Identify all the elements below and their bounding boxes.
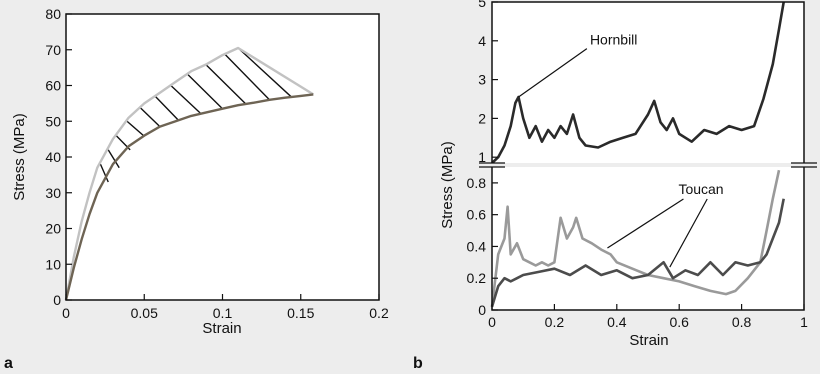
panel-b-x-tick-label-5: 1	[800, 314, 808, 330]
annotation-hornbill-label: Hornbill	[590, 32, 637, 48]
annotation-hornbill-leader-0	[518, 48, 588, 98]
panel-b-annotations: Hornbill Toucan	[518, 32, 724, 268]
panel-a-series-0	[64, 46, 314, 301]
panel-b-upper-y-tick-label-2: 3	[478, 72, 486, 88]
hatch-line-6	[170, 84, 202, 114]
panel-b-data	[490, 1, 785, 308]
axis-break-gap	[476, 163, 820, 167]
panel-b-lower-y-tick-label-4: 0.8	[467, 175, 487, 191]
panel-a-ticks: 0 0.05 0.1 0.15 0.2 0 10 20 30 40 50 60 70 80	[45, 6, 389, 321]
panel-a-y-tick-label-5: 50	[45, 113, 61, 129]
hatch-line-0	[99, 163, 109, 183]
panel-a-y-tick-label-7: 70	[45, 42, 61, 58]
panel-b-lower-frame	[491, 167, 805, 311]
panel-a-letter: a	[4, 355, 13, 372]
panel-b-x-tick-label-0: 0	[488, 314, 496, 330]
panel-a-series-1	[64, 93, 314, 301]
panel-a-x-tick-label-3: 0.15	[287, 305, 314, 321]
panel-a-x-tick-label-1: 0.05	[131, 305, 158, 321]
panel-a-x-tick-label-2: 0.1	[213, 305, 233, 321]
panel-a-y-tick-label-8: 80	[45, 6, 61, 22]
panel-a-y-axis-label: Stress (MPa)	[11, 113, 28, 201]
panel-a-data	[64, 46, 314, 301]
hatch-line-9	[223, 52, 270, 101]
annotation-toucan-label: Toucan	[678, 181, 723, 197]
panel-b-upper-y-tick-label-1: 2	[478, 110, 486, 126]
panel-a-x-tick-label-4: 0.2	[369, 305, 389, 321]
panel-b-x-axis-label: Strain	[629, 332, 668, 349]
panel-b-upper-y-tick-label-0: 1	[478, 149, 486, 165]
panel-a-y-tick-label-1: 10	[45, 256, 61, 272]
panel-a-y-tick-label-3: 30	[45, 185, 61, 201]
panel-b-upper-y-tick-label-3: 4	[478, 33, 486, 49]
panel-b-upper-frame	[491, 1, 805, 163]
panel-b-ticks: 0 0.2 0.4 0.6 0.8 1 1 2 3 4 5 0 0.2 0.4 0.6 0.8	[467, 0, 809, 330]
panel-b-letter: b	[413, 355, 423, 372]
panel-b-lower-y-tick-label-1: 0.2	[467, 270, 487, 286]
hatch-line-8	[204, 63, 247, 105]
panel-a-y-tick-label-6: 60	[45, 78, 61, 94]
panel-b-upper-y-tick-label-4: 5	[478, 0, 486, 10]
panel-a-y-tick-label-4: 40	[45, 149, 61, 165]
panel-b: 0 0.2 0.4 0.6 0.8 1 1 2 3 4 5 0 0.2 0.4 0.6 0.8 Hornbil…	[413, 0, 820, 372]
hatch-line-7	[187, 74, 223, 110]
hatch-line-4	[139, 106, 161, 128]
panel-b-plot-area	[492, 2, 804, 310]
panel-b-x-tick-label-3: 0.6	[669, 314, 689, 330]
hatch-line-10	[237, 47, 292, 98]
panel-b-lower-y-tick-label-0: 0	[478, 302, 486, 318]
panel-a-x-tick-label-0: 0	[62, 305, 70, 321]
panel-b-y-axis-label: Stress (MPa)	[439, 141, 456, 229]
annotation-toucan-leader-0	[607, 198, 684, 249]
panel-b-frame	[476, 1, 820, 311]
annotation-toucan-leader-1	[669, 198, 708, 268]
panel-a-x-axis-label: Strain	[202, 320, 241, 337]
hatch-line-3	[126, 120, 145, 137]
panel-b-x-tick-label-4: 0.8	[732, 314, 752, 330]
panel-b-series-2	[490, 198, 785, 308]
panel-b-x-tick-label-1: 0.2	[545, 314, 565, 330]
hatch-line-1	[107, 149, 120, 169]
panel-b-x-tick-label-2: 0.4	[607, 314, 627, 330]
panel-b-series-1	[490, 169, 781, 307]
panel-b-lower-y-tick-label-3: 0.6	[467, 207, 487, 223]
panel-a-y-tick-label-2: 20	[45, 221, 61, 237]
panel-b-lower-y-tick-label-2: 0.4	[467, 238, 487, 254]
hatch-line-5	[154, 95, 180, 122]
panel-a-y-tick-label-0: 0	[53, 292, 61, 308]
panel-b-series-0	[491, 1, 785, 164]
